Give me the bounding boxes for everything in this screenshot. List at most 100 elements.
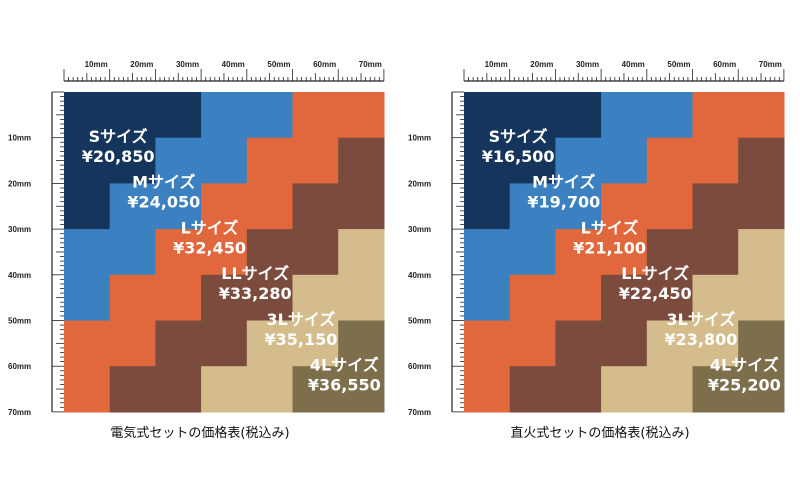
top-ruler-label: 30mm xyxy=(576,60,599,69)
size-l-cell xyxy=(646,137,694,184)
size-l-cell xyxy=(509,274,556,322)
size-3l-cell xyxy=(692,320,739,367)
size-m-cell xyxy=(509,183,556,230)
size-4l-cell xyxy=(338,366,385,413)
direct-fire-price-panel: 10mm 20mm 30mm 40mm 50mm 60mm 70mm 10mm 20mm 30mm… xyxy=(400,0,800,500)
size-m-cell xyxy=(155,137,202,184)
size-m-cell xyxy=(555,137,602,184)
size-l-label: Lサイズ¥21,100 xyxy=(573,218,646,257)
size-m-cell xyxy=(464,229,511,276)
direct-fire-size-chart: 10mm 20mm 30mm 40mm 50mm 60mm 70mm 10mm 20mm 30mm… xyxy=(408,60,785,417)
top-ruler-label: 20mm xyxy=(130,60,153,69)
top-ruler-label: 40mm xyxy=(222,60,245,69)
size-s-cell xyxy=(464,137,511,184)
size-m-cell xyxy=(64,229,111,276)
size-ll-cell xyxy=(646,229,694,276)
left-ruler-label: 20mm xyxy=(8,179,31,188)
size-ll-cell xyxy=(292,183,339,230)
size-l-cell xyxy=(646,183,694,230)
size-price: ¥35,150 xyxy=(264,330,337,349)
size-ll-cell xyxy=(292,229,339,276)
top-ruler-label: 70mm xyxy=(759,60,782,69)
direct-fire-left-ruler: 10mm 20mm 30mm 40mm 50mm 60mm 70mm xyxy=(408,91,464,417)
size-l-cell xyxy=(601,183,648,230)
size-m-cell xyxy=(555,183,602,230)
size-ll-cell xyxy=(738,137,785,184)
size-l-cell xyxy=(201,229,248,276)
size-3l-cell xyxy=(601,366,648,413)
size-m-cell xyxy=(155,183,202,230)
size-l-cell xyxy=(246,137,294,184)
size-ll-cell xyxy=(155,366,202,413)
size-l-cell xyxy=(155,274,202,322)
size-name: Sサイズ xyxy=(89,127,148,146)
top-ruler-label: 50mm xyxy=(667,60,690,69)
left-ruler-label: 30mm xyxy=(8,225,31,234)
top-ruler-label: 30mm xyxy=(176,60,199,69)
size-m-cell xyxy=(646,92,694,139)
size-3l-cell xyxy=(201,366,248,413)
size-l-cell xyxy=(555,229,602,276)
size-l-cell xyxy=(155,229,202,276)
size-price: ¥24,050 xyxy=(127,193,200,212)
size-4l-cell xyxy=(738,366,785,413)
left-ruler-label: 10mm xyxy=(8,134,31,143)
size-name: 4Lサイズ xyxy=(710,355,779,374)
size-s-cell xyxy=(464,183,511,230)
size-price: ¥23,800 xyxy=(664,330,737,349)
size-m-cell xyxy=(601,137,648,184)
size-name: 3Lサイズ xyxy=(666,310,735,329)
size-m-cell xyxy=(201,92,248,139)
size-m-cell xyxy=(109,229,156,276)
size-ll-cell xyxy=(555,320,602,367)
size-name: Mサイズ xyxy=(532,173,595,192)
size-3l-cell xyxy=(738,274,785,322)
size-l-cell xyxy=(464,366,511,413)
top-ruler-label: 10mm xyxy=(85,60,108,69)
left-ruler-label: 20mm xyxy=(408,179,431,188)
size-3l-cell xyxy=(338,229,385,276)
size-ll-cell xyxy=(246,274,294,322)
size-ll-cell xyxy=(692,229,739,276)
size-l-cell xyxy=(201,183,248,230)
size-m-cell xyxy=(64,274,111,322)
size-m-label: Mサイズ¥24,050 xyxy=(127,173,200,212)
left-ruler-label: 30mm xyxy=(408,225,431,234)
size-price: ¥25,200 xyxy=(708,375,781,394)
size-l-label: Lサイズ¥32,450 xyxy=(173,218,246,257)
size-l-cell xyxy=(64,320,111,367)
size-s-cell xyxy=(509,137,556,184)
size-l-cell xyxy=(601,229,648,276)
size-s-cell xyxy=(64,183,111,230)
direct-fire-caption: 直火式セットの価格表(税込み) xyxy=(510,426,690,441)
left-ruler-label: 40mm xyxy=(8,271,31,280)
size-m-cell xyxy=(509,229,556,276)
size-price: ¥21,100 xyxy=(573,238,646,257)
size-ll-label: LLサイズ¥22,450 xyxy=(619,264,692,303)
top-ruler-label: 10mm xyxy=(485,60,508,69)
size-3l-cell xyxy=(292,274,339,322)
size-name: Lサイズ xyxy=(181,218,239,237)
size-ll-label: LLサイズ¥33,280 xyxy=(219,264,292,303)
size-ll-cell xyxy=(201,274,248,322)
size-s-cell xyxy=(509,92,556,139)
size-s-label: Sサイズ¥16,500 xyxy=(482,127,555,166)
left-ruler-label: 10mm xyxy=(408,134,431,143)
size-l-cell xyxy=(338,92,385,139)
size-ll-cell xyxy=(201,320,248,367)
size-4l-cell xyxy=(338,320,385,367)
size-price: ¥20,850 xyxy=(82,147,155,166)
size-ll-cell xyxy=(555,366,602,413)
size-l-cell xyxy=(109,274,156,322)
size-3l-cell xyxy=(338,274,385,322)
size-m-label: Mサイズ¥19,700 xyxy=(527,173,600,212)
size-name: LLサイズ xyxy=(221,264,289,283)
electric-top-ruler: 10mm 20mm 30mm 40mm 50mm 60mm 70mm xyxy=(63,60,385,82)
size-s-cell xyxy=(64,137,111,184)
size-3l-label: 3Lサイズ¥23,800 xyxy=(664,310,737,349)
size-4l-cell xyxy=(692,366,739,413)
electric-caption: 電気式セットの価格表(税込み) xyxy=(110,426,290,441)
top-ruler-label: 50mm xyxy=(267,60,290,69)
left-ruler-label: 70mm xyxy=(408,408,431,417)
left-ruler-label: 50mm xyxy=(408,317,431,326)
